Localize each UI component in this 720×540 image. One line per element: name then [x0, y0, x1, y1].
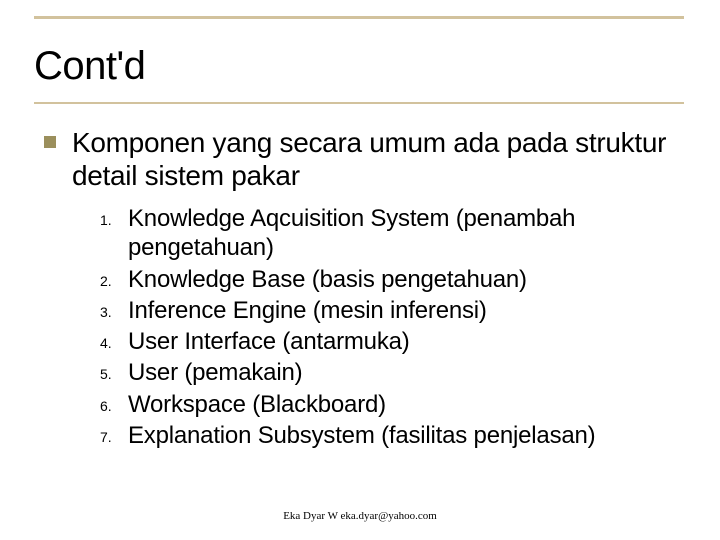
footer-text: Eka Dyar W eka.dyar@yahoo.com: [0, 510, 720, 522]
item-text: Knowledge Aqcuisition System (penambah p…: [128, 204, 684, 263]
item-number: 5.: [100, 358, 128, 382]
item-number: 7.: [100, 421, 128, 445]
item-text: Inference Engine (mesin inferensi): [128, 296, 487, 325]
list-item: 6. Workspace (Blackboard): [100, 390, 684, 419]
title-underline: [34, 102, 684, 104]
intro-text: Komponen yang secara umum ada pada struk…: [72, 126, 684, 192]
square-bullet-icon: [44, 136, 56, 148]
top-border: [34, 16, 684, 19]
list-item: 3. Inference Engine (mesin inferensi): [100, 296, 684, 325]
list-item: 4. User Interface (antarmuka): [100, 327, 684, 356]
body-area: Komponen yang secara umum ada pada struk…: [44, 126, 684, 452]
list-item: 7. Explanation Subsystem (fasilitas penj…: [100, 421, 684, 450]
intro-row: Komponen yang secara umum ada pada struk…: [44, 126, 684, 192]
numbered-list: 1. Knowledge Aqcuisition System (penamba…: [100, 204, 684, 450]
slide-title: Cont'd: [34, 44, 145, 89]
item-text: User (pemakain): [128, 358, 302, 387]
list-item: 5. User (pemakain): [100, 358, 684, 387]
item-number: 3.: [100, 296, 128, 320]
item-number: 1.: [100, 204, 128, 228]
item-text: User Interface (antarmuka): [128, 327, 410, 356]
item-number: 6.: [100, 390, 128, 414]
list-item: 1. Knowledge Aqcuisition System (penamba…: [100, 204, 684, 263]
list-item: 2. Knowledge Base (basis pengetahuan): [100, 265, 684, 294]
item-number: 2.: [100, 265, 128, 289]
item-text: Knowledge Base (basis pengetahuan): [128, 265, 527, 294]
item-text: Workspace (Blackboard): [128, 390, 386, 419]
item-number: 4.: [100, 327, 128, 351]
item-text: Explanation Subsystem (fasilitas penjela…: [128, 421, 595, 450]
title-row: Cont'd: [34, 44, 145, 89]
slide: Cont'd Komponen yang secara umum ada pad…: [0, 0, 720, 540]
